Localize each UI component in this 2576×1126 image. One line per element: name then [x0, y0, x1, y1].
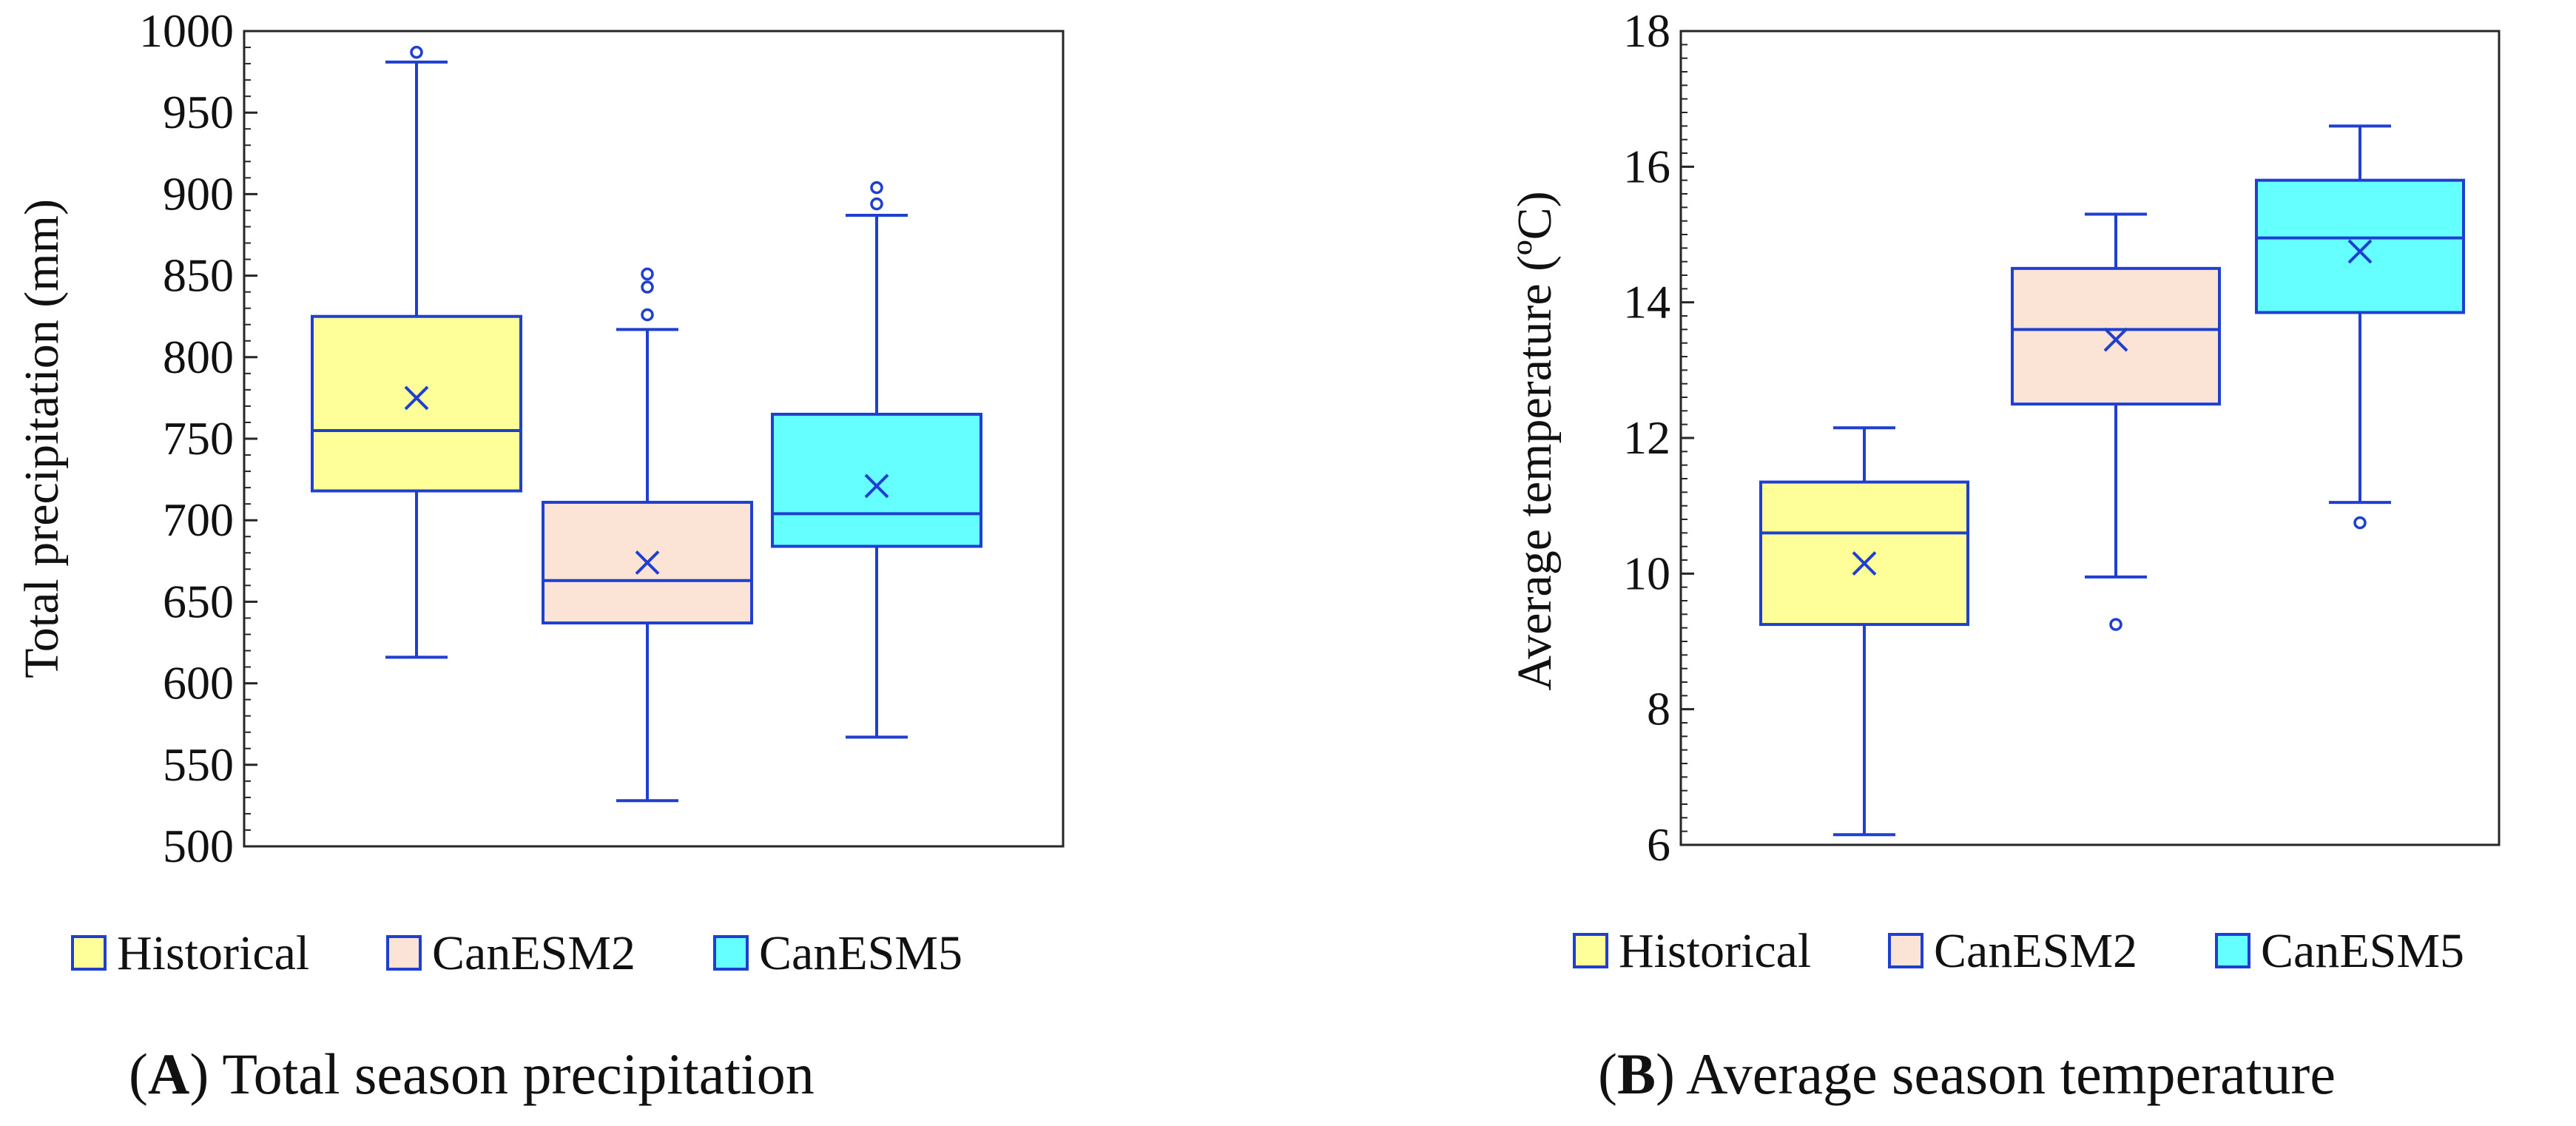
y-tick-label: 1000: [139, 4, 234, 57]
outlier-point: [410, 45, 423, 59]
caption-b-text: ) Average season temperature: [1656, 1042, 2336, 1106]
caption-b: (B) Average season temperature: [1598, 1042, 2336, 1106]
legend-label: CanESM2: [1934, 924, 2137, 978]
y-tick-label: 700: [163, 493, 234, 546]
iqr-box: [771, 412, 982, 548]
y-tick-label: 550: [163, 738, 234, 791]
legend-label: CanESM5: [759, 926, 962, 980]
iqr-box: [2011, 266, 2221, 406]
legend-swatch: [1573, 933, 1608, 968]
mean-marker: [2103, 327, 2128, 352]
y-tick-label: 14: [1623, 276, 1670, 328]
y-tick-label: 600: [163, 657, 234, 709]
iqr-box: [2255, 178, 2465, 314]
legend-a: Historical CanESM2 CanESM5: [71, 926, 962, 980]
caption-a-text: ) Total season precipitation: [189, 1042, 814, 1106]
y-tick-label: 10: [1623, 547, 1670, 599]
box-historical: [1759, 426, 1969, 837]
box-canesm2: [542, 267, 753, 803]
outlier-point: [641, 267, 654, 281]
mean-marker: [2347, 239, 2373, 264]
iqr-box: [1759, 480, 1969, 627]
y-tick-label: 500: [163, 820, 234, 872]
y-axis-label-a: Total precipitation (mm): [15, 199, 69, 678]
box-canesm5: [2255, 124, 2465, 530]
outlier-point: [2109, 618, 2122, 631]
legend-swatch: [1888, 933, 1923, 968]
y-tick-label: 650: [163, 575, 234, 627]
box-canesm5: [771, 181, 982, 739]
boxes-a: [311, 45, 982, 803]
mean-marker: [1852, 551, 1877, 576]
legend-swatch: [2215, 933, 2250, 968]
outlier-point: [641, 280, 654, 294]
box-historical: [311, 45, 522, 659]
y-tick-label: 18: [1623, 4, 1670, 57]
y-tick-label: 16: [1623, 140, 1670, 192]
legend-item-canesm5: CanESM5: [2215, 924, 2464, 978]
mean-marker: [864, 473, 889, 499]
outlier-point: [870, 197, 883, 211]
legend-b: Historical CanESM2 CanESM5: [1573, 924, 2464, 978]
legend-swatch: [71, 935, 107, 971]
panel-b: 6 8 10 12 14 16 18 Average temperature (ºC) Hi…: [1508, 4, 2501, 1106]
legend-label: Historical: [117, 926, 309, 980]
caption-b-letter: B: [1617, 1042, 1656, 1106]
y-tick-label: 850: [163, 249, 234, 302]
y-tick-label: 950: [163, 86, 234, 138]
y-tick-label: 12: [1623, 411, 1670, 464]
y-axis-label-b: Average temperature (ºC): [1508, 191, 1562, 690]
legend-swatch: [386, 935, 422, 971]
legend-item-canesm2: CanESM2: [386, 926, 635, 980]
mean-marker: [404, 385, 429, 411]
legend-item-canesm5: CanESM5: [713, 926, 962, 980]
y-axis-a: 500 550 600 650 700 750 800 850 900 950 1000: [139, 4, 257, 872]
box-canesm2: [2011, 212, 2221, 631]
boxes-b: [1759, 124, 2465, 837]
outlier-point: [870, 181, 883, 195]
y-tick-label: 6: [1647, 818, 1670, 871]
plot-frame-b: [1679, 30, 2501, 846]
legend-swatch: [713, 935, 749, 971]
legend-label: CanESM5: [2261, 924, 2464, 978]
y-axis-b: 6 8 10 12 14 16 18: [1623, 4, 1694, 871]
y-tick-label: 900: [163, 167, 234, 220]
panel-a: 500 550 600 650 700 750 800 850 900 950 1000 Total…: [15, 4, 1065, 1106]
legend-label: Historical: [1619, 924, 1811, 978]
outlier-point: [641, 308, 654, 322]
y-tick-label: 8: [1647, 683, 1670, 735]
legend-item-canesm2: CanESM2: [1888, 924, 2137, 978]
iqr-box: [311, 314, 522, 493]
y-tick-label: 800: [163, 331, 234, 383]
legend-item-historical: Historical: [1573, 924, 1811, 978]
outlier-point: [2353, 516, 2367, 530]
mean-marker: [635, 550, 660, 575]
legend-item-historical: Historical: [71, 926, 309, 980]
caption-a: (A) Total season precipitation: [129, 1042, 815, 1106]
legend-label: CanESM2: [432, 926, 635, 980]
y-tick-label: 750: [163, 412, 234, 465]
caption-a-letter: A: [148, 1042, 189, 1106]
